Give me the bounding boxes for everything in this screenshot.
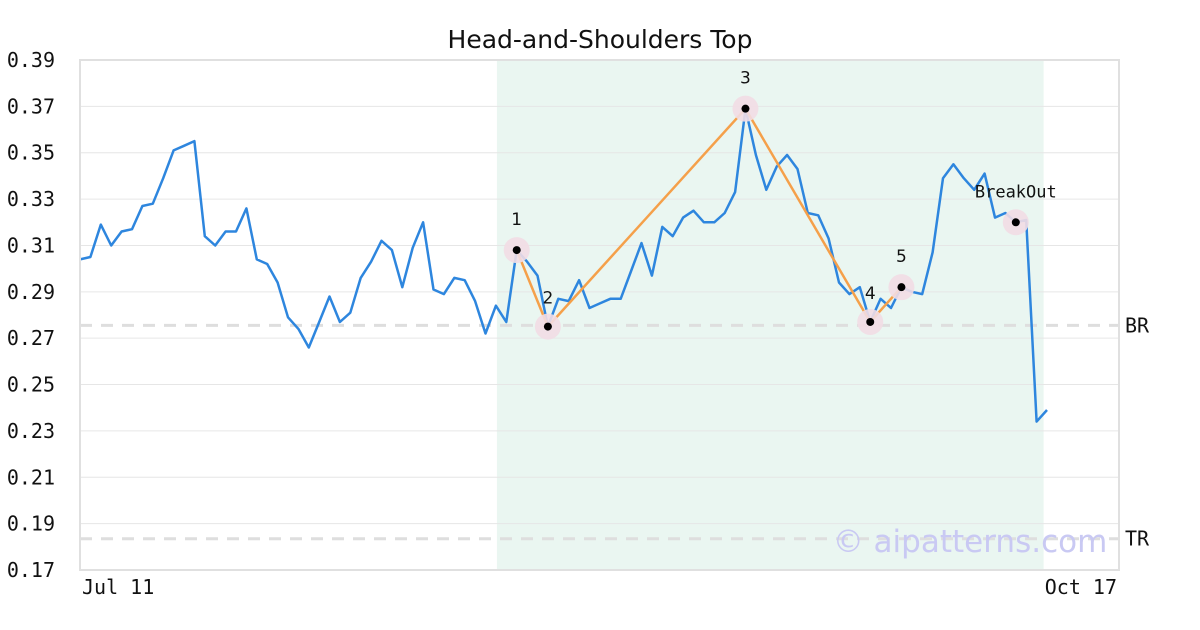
pattern-point-2-label: 2 — [542, 289, 553, 309]
y-tick-label: 0.27 — [7, 326, 55, 350]
breakout-point-dot — [1011, 218, 1020, 227]
breakout-point-label: BreakOut — [975, 182, 1057, 202]
reference-label-br: BR — [1125, 313, 1150, 337]
y-tick-label: 0.29 — [7, 280, 55, 304]
y-tick-label: 0.39 — [7, 48, 55, 72]
y-tick-label: 0.17 — [7, 558, 55, 582]
y-axis-ticks: 0.17 0.19 0.21 0.23 0.25 0.27 0.29 0.31 0.33 0.35… — [7, 48, 55, 582]
x-tick-label-end: Oct 17 — [1045, 575, 1117, 599]
y-tick-label: 0.37 — [7, 94, 55, 118]
x-tick-label-start: Jul 11 — [82, 575, 154, 599]
y-tick-label: 0.33 — [7, 187, 55, 211]
y-tick-label: 0.35 — [7, 141, 55, 165]
y-tick-label: 0.31 — [7, 233, 55, 257]
pattern-point-2-dot — [543, 322, 552, 331]
pattern-markers: 1 2 3 45 BreakOut — [503, 69, 1057, 340]
pattern-point-1-label: 1 — [511, 210, 522, 230]
pattern-point-5-dot — [897, 283, 906, 292]
highlight-region-group — [496, 60, 1044, 570]
x-axis-ticks: Jul 11 Oct 17 — [82, 575, 1117, 599]
pattern-point-3-dot — [741, 104, 750, 113]
chart-title: Head-and-Shoulders Top — [448, 25, 753, 54]
pattern-point-3-label: 3 — [740, 69, 751, 89]
highlight-region — [496, 60, 1044, 570]
y-tick-label: 0.19 — [7, 512, 55, 536]
reference-label-tr: TR — [1125, 527, 1150, 551]
reference-lines: BR TR — [80, 313, 1150, 551]
pattern-point-4-dot — [866, 317, 875, 326]
pattern-point-1-dot — [512, 246, 521, 255]
pattern-point-5-label: 5 — [896, 247, 907, 267]
watermark: © aipatterns.com — [833, 524, 1108, 560]
plot-border — [79, 59, 1120, 571]
y-tick-label: 0.23 — [7, 419, 55, 443]
pattern-point-4-label: 4 — [865, 284, 876, 304]
y-tick-label: 0.21 — [7, 465, 55, 489]
plot-frame — [79, 59, 1120, 571]
y-tick-label: 0.25 — [7, 373, 55, 397]
